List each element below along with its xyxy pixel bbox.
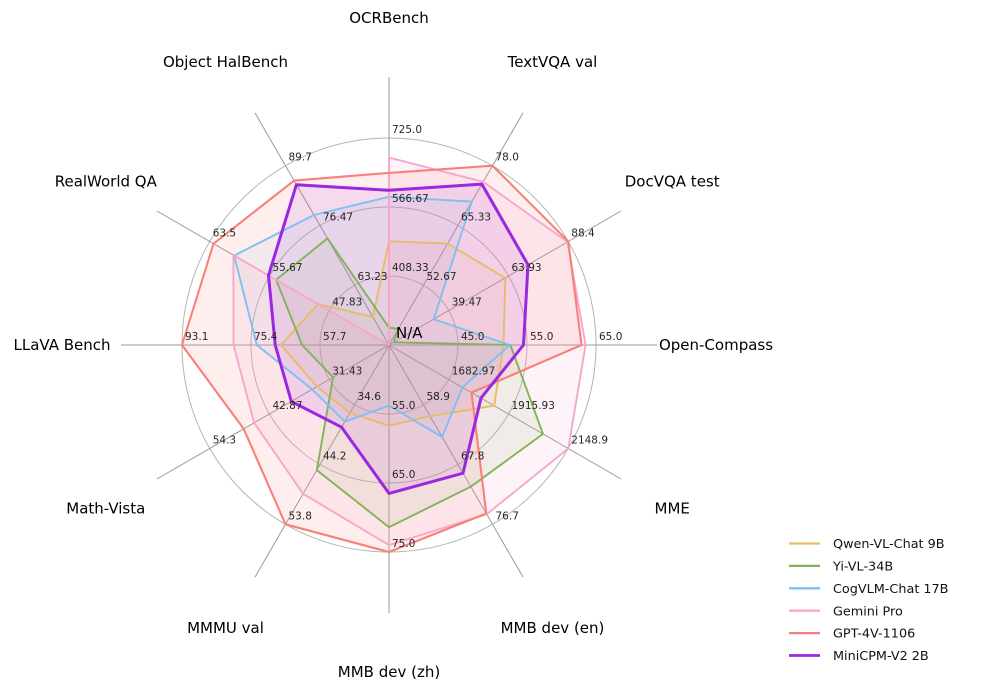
axis-label-MMMU val: MMMU val <box>187 619 264 637</box>
tick-label: 39.47 <box>452 297 482 309</box>
tick-label: 67.8 <box>461 451 484 463</box>
tick-label: 2148.9 <box>571 435 608 447</box>
legend-label: Qwen-VL-Chat 9B <box>833 537 945 552</box>
tick-label: 63.23 <box>358 271 388 283</box>
tick-label: 566.67 <box>392 193 429 205</box>
legend-label: Yi-VL-34B <box>832 560 893 575</box>
axis-spoke <box>156 344 390 480</box>
axis-spoke <box>388 344 524 578</box>
legend-item-MiniCPM-V2 2B: MiniCPM-V2 2B <box>789 649 929 664</box>
legend-item-Qwen-VL-Chat 9B: Qwen-VL-Chat 9B <box>789 537 945 552</box>
tick-label: 53.8 <box>289 510 312 522</box>
tick-label: 57.7 <box>323 331 346 343</box>
tick-label: 75.4 <box>254 331 278 343</box>
tick-label: 78.0 <box>496 152 519 164</box>
legend-item-Gemini Pro: Gemini Pro <box>789 604 903 619</box>
tick-label: 42.87 <box>272 400 302 412</box>
center-na-label: N/A <box>396 324 423 342</box>
axis-label-MMB dev (zh): MMB dev (zh) <box>338 663 440 681</box>
axis-label-MME: MME <box>655 500 690 518</box>
tick-label: 725.0 <box>392 124 422 136</box>
series-fills <box>182 157 586 552</box>
axis-spoke <box>254 112 390 346</box>
legend-label: CogVLM-Chat 17B <box>833 582 948 597</box>
axis-label-MMB dev (en): MMB dev (en) <box>501 619 605 637</box>
series-line-GPT-4V-1106 <box>180 164 583 554</box>
legend: Qwen-VL-Chat 9B Yi-VL-34B CogVLM-Chat 17B G… <box>789 537 948 664</box>
tick-label: 408.33 <box>392 262 429 274</box>
tick-label: 63.5 <box>213 228 236 240</box>
tick-label: 65.0 <box>392 469 415 481</box>
series-line-MiniCPM-V2 2B <box>267 182 530 495</box>
tick-label: 65.33 <box>461 211 491 223</box>
tick-label: 88.4 <box>571 228 595 240</box>
legend-item-Yi-VL-34B: Yi-VL-34B <box>789 560 893 575</box>
tick-label: 55.0 <box>392 400 415 412</box>
tick-label: 34.6 <box>358 391 382 403</box>
series-outlines <box>180 156 587 554</box>
tick-label: 63.93 <box>512 262 542 274</box>
tick-label: 54.3 <box>213 435 236 447</box>
legend-item-CogVLM-Chat 17B: CogVLM-Chat 17B <box>789 582 948 597</box>
tick-label: 47.83 <box>332 297 362 309</box>
series-fill-MiniCPM-V2 2B <box>268 184 528 494</box>
axis-label-LLaVA Bench: LLaVA Bench <box>13 336 110 354</box>
axis-spoke <box>254 344 390 578</box>
tick-label: 89.7 <box>289 152 312 164</box>
tick-label: 93.1 <box>185 331 208 343</box>
tick-label: 55.67 <box>272 262 302 274</box>
tick-label: 55.0 <box>530 331 553 343</box>
tick-label: 44.2 <box>323 451 346 463</box>
legend-item-GPT-4V-1106: GPT-4V-1106 <box>789 627 915 642</box>
legend-label: MiniCPM-V2 2B <box>833 649 929 664</box>
axis-label-Object HalBench: Object HalBench <box>163 53 288 71</box>
tick-label: 65.0 <box>599 331 622 343</box>
axis-spoke <box>388 344 622 480</box>
tick-label: 45.0 <box>461 331 484 343</box>
radial-tick-labels: 408.33 566.67 725.0 52.67 65.33 78.0 39.47 63.9… <box>185 124 622 550</box>
tick-label: 52.67 <box>427 271 457 283</box>
axis-label-Open-Compass: Open-Compass <box>659 336 773 354</box>
axis-label-TextVQA val: TextVQA val <box>507 53 598 71</box>
tick-label: 76.7 <box>496 510 519 522</box>
tick-label: 1915.93 <box>512 400 555 412</box>
axis-labels: OCRBench TextVQA val DocVQA test Open-Compa… <box>13 9 773 681</box>
legend-label: GPT-4V-1106 <box>833 627 915 642</box>
tick-label: 31.43 <box>332 366 362 378</box>
axis-label-Math-Vista: Math-Vista <box>66 500 145 518</box>
tick-label: 75.0 <box>392 538 415 550</box>
legend-label: Gemini Pro <box>833 604 903 619</box>
axis-spoke <box>388 112 524 346</box>
series-fill-GPT-4V-1106 <box>182 165 582 552</box>
tick-label: 1682.97 <box>452 366 495 378</box>
tick-label: 76.47 <box>323 211 353 223</box>
series-fill-Qwen-VL-Chat 9B <box>281 241 506 426</box>
axis-label-OCRBench: OCRBench <box>349 9 428 27</box>
axis-label-DocVQA test: DocVQA test <box>625 173 720 191</box>
axis-label-RealWorld QA: RealWorld QA <box>55 173 158 191</box>
tick-label: 58.9 <box>427 391 450 403</box>
